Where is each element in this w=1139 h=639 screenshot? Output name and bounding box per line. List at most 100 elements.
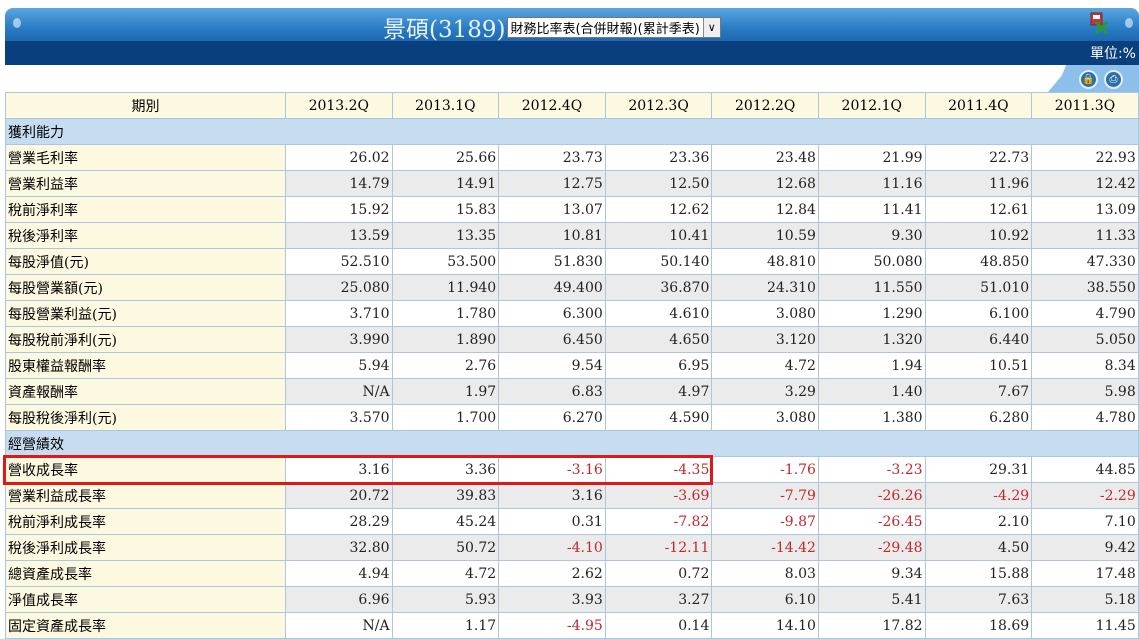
cell-value: 2.76 xyxy=(391,352,500,379)
cell-value: 24.310 xyxy=(711,274,819,301)
cell-value: 15.92 xyxy=(285,196,393,223)
table-row: 稅後淨利率 13.59 13.35 10.81 10.41 10.59 9.30 10.92 1… xyxy=(5,222,1139,249)
row-label: 每股營業額(元) xyxy=(5,274,286,301)
cell-value: 0.14 xyxy=(604,612,713,639)
cell-value: 9.30 xyxy=(817,222,926,249)
row-label: 每股稅前淨利(元) xyxy=(5,326,286,353)
decorative-dot xyxy=(1125,18,1133,28)
cell-value: 10.51 xyxy=(924,352,1033,379)
cell-value: 3.080 xyxy=(711,300,819,327)
cell-value: 52.510 xyxy=(285,248,393,275)
cell-value: 50.140 xyxy=(604,248,713,275)
cell-value: 3.120 xyxy=(711,326,819,353)
table-row: 營業利益率 14.79 14.91 12.75 12.50 12.68 11.16 11.96… xyxy=(5,170,1139,197)
cell-value: 23.36 xyxy=(604,144,713,171)
row-label: 淨值成長率 xyxy=(5,586,286,613)
cell-value: 1.780 xyxy=(391,300,500,327)
cell-value: 18.69 xyxy=(924,612,1033,639)
column-header: 2013.2Q xyxy=(285,92,393,119)
cell-value: 23.73 xyxy=(498,144,606,171)
table-row: 每股營業額(元) 25.080 11.940 49.400 36.870 24.310 11… xyxy=(5,274,1139,301)
cell-value: 0.72 xyxy=(604,560,713,587)
cell-value: 20.72 xyxy=(285,482,393,509)
cell-value: 1.380 xyxy=(817,404,926,431)
table-row: 資產報酬率 N/A 1.97 6.83 4.97 3.29 1.40 7.67 5.98 xyxy=(5,378,1139,405)
cell-value: 5.93 xyxy=(391,586,500,613)
section-title: 經營績效 xyxy=(5,430,1139,457)
column-header: 2011.4Q xyxy=(924,92,1033,119)
cell-value: -4.35 xyxy=(604,456,713,483)
cell-value: 12.61 xyxy=(924,196,1033,223)
cell-value: 3.27 xyxy=(604,586,713,613)
cell-value: 8.34 xyxy=(1031,352,1139,379)
table-row: 每股營業利益(元) 3.710 1.780 6.300 4.610 3.080 1.290 6… xyxy=(5,300,1139,327)
cell-value: 1.97 xyxy=(391,378,500,405)
cell-value: 12.42 xyxy=(1031,170,1139,197)
cell-value: 1.40 xyxy=(817,378,926,405)
section-title: 獲利能力 xyxy=(5,118,1139,145)
row-label: 稅前淨利率 xyxy=(5,196,286,223)
row-label: 稅前淨利成長率 xyxy=(5,508,286,535)
cell-value: 4.590 xyxy=(604,404,713,431)
cell-value: 3.93 xyxy=(498,586,606,613)
cell-value: 10.41 xyxy=(604,222,713,249)
cell-value: 4.97 xyxy=(604,378,713,405)
column-header: 2012.4Q xyxy=(498,92,606,119)
cell-value: 22.93 xyxy=(1031,144,1139,171)
cell-value: 12.68 xyxy=(711,170,819,197)
cell-value: 12.62 xyxy=(604,196,713,223)
cell-value: 6.95 xyxy=(604,352,713,379)
row-label: 股東權益報酬率 xyxy=(5,352,286,379)
cell-value: 53.500 xyxy=(391,248,500,275)
cell-value: 51.010 xyxy=(924,274,1033,301)
cell-value: 6.83 xyxy=(498,378,606,405)
cell-value: 36.870 xyxy=(604,274,713,301)
table-header-row: 期別 2013.2Q 2013.1Q 2012.4Q 2012.3Q 2012.2Q 201… xyxy=(5,92,1139,119)
cell-value: 29.31 xyxy=(924,456,1033,483)
cell-value: 3.16 xyxy=(498,482,606,509)
table-row: 每股淨值(元) 52.510 53.500 51.830 50.140 48.810 50.… xyxy=(5,248,1139,275)
table-row: 總資產成長率 4.94 4.72 2.62 0.72 8.03 9.34 15.88 17.48 xyxy=(5,560,1139,587)
cell-value: 26.02 xyxy=(285,144,393,171)
cell-value: 4.780 xyxy=(1031,404,1139,431)
excel-export-icon[interactable] xyxy=(1089,12,1109,34)
cell-value: -26.26 xyxy=(817,482,926,509)
table-row: 每股稅前淨利(元) 3.990 1.890 6.450 4.650 3.120 1.320 6… xyxy=(5,326,1139,353)
report-type-select[interactable]: 財務比率表(合併財報)(累計季表) ∨ xyxy=(507,16,721,38)
cell-value: 13.35 xyxy=(391,222,500,249)
cell-value: 39.83 xyxy=(391,482,500,509)
cell-value: 32.80 xyxy=(285,534,393,561)
cell-value: -9.87 xyxy=(711,508,819,535)
row-label: 每股稅後淨利(元) xyxy=(5,404,286,431)
cell-value: 1.700 xyxy=(391,404,500,431)
cell-value: -1.76 xyxy=(711,456,819,483)
page-title: 景碩(3189) 財務比率表(合併財報)(累計季表) ∨ xyxy=(383,10,721,44)
unit-bar: 單位:% xyxy=(5,41,1139,65)
cell-value: 48.850 xyxy=(924,248,1033,275)
cell-value: 5.98 xyxy=(1031,378,1139,405)
cell-value: 6.270 xyxy=(498,404,606,431)
cell-value: 3.29 xyxy=(711,378,819,405)
cell-value: 8.03 xyxy=(711,560,819,587)
cell-value: 6.300 xyxy=(498,300,606,327)
print-icon[interactable]: ⎙ xyxy=(1104,70,1123,89)
chevron-down-icon[interactable]: ∨ xyxy=(702,17,720,37)
cell-value: 11.41 xyxy=(817,196,926,223)
row-label: 營業毛利率 xyxy=(5,144,286,171)
cell-value: 10.59 xyxy=(711,222,819,249)
cell-value: 3.990 xyxy=(285,326,393,353)
cell-value: 5.050 xyxy=(1031,326,1139,353)
cell-value: 6.100 xyxy=(924,300,1033,327)
lock-icon[interactable]: 🔒 xyxy=(1079,70,1098,89)
cell-value: -29.48 xyxy=(817,534,926,561)
cell-value: 3.080 xyxy=(711,404,819,431)
cell-value: 14.10 xyxy=(711,612,819,639)
cell-value: -4.95 xyxy=(498,612,606,639)
cell-value: 3.36 xyxy=(391,456,500,483)
cell-value: 11.550 xyxy=(817,274,926,301)
cell-value: 51.830 xyxy=(498,248,606,275)
cell-value: 21.99 xyxy=(817,144,926,171)
decorative-dot xyxy=(13,18,21,28)
cell-value: -3.16 xyxy=(498,456,606,483)
cell-value: 5.94 xyxy=(285,352,393,379)
